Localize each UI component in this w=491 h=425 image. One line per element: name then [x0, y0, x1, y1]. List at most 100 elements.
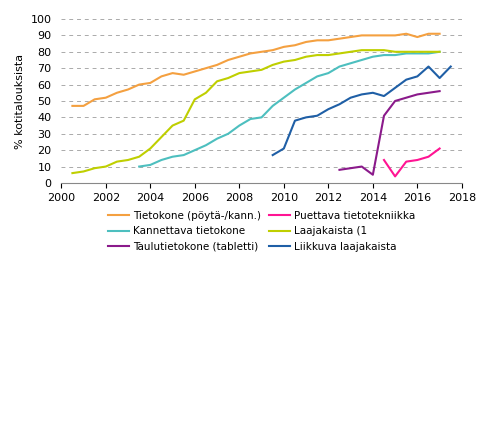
- Laajakaista (1: [92, 166, 98, 171]
- Line: Tietokone (pöytä-/kann.): Tietokone (pöytä-/kann.): [72, 34, 439, 106]
- Taulutietokone (tabletti): [403, 95, 409, 100]
- Tietokone (pöytä-/kann.): [225, 57, 231, 62]
- Kannettava tietokone: [314, 74, 320, 79]
- Laajakaista (1: [436, 49, 442, 54]
- Laajakaista (1: [214, 79, 220, 84]
- Laajakaista (1: [336, 51, 342, 56]
- Liikkuva laajakaista: [336, 102, 342, 107]
- Laajakaista (1: [303, 54, 309, 59]
- Tietokone (pöytä-/kann.): [281, 44, 287, 49]
- Laajakaista (1: [114, 159, 120, 164]
- Puettava tietotekniikka: [414, 157, 420, 162]
- Tietokone (pöytä-/kann.): [92, 97, 98, 102]
- Taulutietokone (tabletti): [381, 113, 387, 118]
- Kannettava tietokone: [270, 103, 275, 108]
- Puettava tietotekniikka: [436, 146, 442, 151]
- Liikkuva laajakaista: [281, 146, 287, 151]
- Liikkuva laajakaista: [392, 85, 398, 91]
- Laajakaista (1: [159, 134, 164, 139]
- Kannettava tietokone: [436, 49, 442, 54]
- Line: Laajakaista (1: Laajakaista (1: [72, 50, 439, 173]
- Kannettava tietokone: [147, 162, 153, 167]
- Tietokone (pöytä-/kann.): [125, 87, 131, 92]
- Laajakaista (1: [81, 169, 86, 174]
- Tietokone (pöytä-/kann.): [403, 31, 409, 36]
- Line: Liikkuva laajakaista: Liikkuva laajakaista: [273, 67, 451, 155]
- Tietokone (pöytä-/kann.): [414, 34, 420, 40]
- Laajakaista (1: [381, 48, 387, 53]
- Liikkuva laajakaista: [403, 77, 409, 82]
- Tietokone (pöytä-/kann.): [436, 31, 442, 36]
- Kannettava tietokone: [136, 164, 142, 169]
- Tietokone (pöytä-/kann.): [192, 69, 198, 74]
- Tietokone (pöytä-/kann.): [314, 38, 320, 43]
- Kannettava tietokone: [414, 51, 420, 56]
- Laajakaista (1: [236, 71, 242, 76]
- Kannettava tietokone: [225, 131, 231, 136]
- Taulutietokone (tabletti): [392, 99, 398, 104]
- Kannettava tietokone: [292, 87, 298, 92]
- Liikkuva laajakaista: [326, 107, 331, 112]
- Kannettava tietokone: [181, 153, 187, 158]
- Puettava tietotekniikka: [392, 174, 398, 179]
- Taulutietokone (tabletti): [336, 167, 342, 173]
- Laajakaista (1: [247, 69, 253, 74]
- Kannettava tietokone: [370, 54, 376, 59]
- Puettava tietotekniikka: [381, 157, 387, 162]
- Kannettava tietokone: [203, 143, 209, 148]
- Laajakaista (1: [281, 59, 287, 64]
- Tietokone (pöytä-/kann.): [214, 62, 220, 68]
- Kannettava tietokone: [159, 157, 164, 162]
- Taulutietokone (tabletti): [426, 90, 432, 95]
- Liikkuva laajakaista: [314, 113, 320, 118]
- Tietokone (pöytä-/kann.): [303, 40, 309, 45]
- Line: Taulutietokone (tabletti): Taulutietokone (tabletti): [339, 91, 439, 175]
- Kannettava tietokone: [247, 116, 253, 122]
- Laajakaista (1: [359, 48, 365, 53]
- Tietokone (pöytä-/kann.): [348, 34, 354, 40]
- Liikkuva laajakaista: [270, 153, 275, 158]
- Kannettava tietokone: [281, 95, 287, 100]
- Tietokone (pöytä-/kann.): [69, 103, 75, 108]
- Tietokone (pöytä-/kann.): [259, 49, 265, 54]
- Liikkuva laajakaista: [414, 74, 420, 79]
- Taulutietokone (tabletti): [370, 172, 376, 177]
- Tietokone (pöytä-/kann.): [81, 103, 86, 108]
- Kannettava tietokone: [326, 71, 331, 76]
- Liikkuva laajakaista: [436, 76, 442, 81]
- Laajakaista (1: [181, 118, 187, 123]
- Kannettava tietokone: [381, 53, 387, 58]
- Kannettava tietokone: [403, 51, 409, 56]
- Taulutietokone (tabletti): [359, 164, 365, 169]
- Tietokone (pöytä-/kann.): [203, 65, 209, 71]
- Laajakaista (1: [169, 123, 175, 128]
- Laajakaista (1: [103, 164, 109, 169]
- Tietokone (pöytä-/kann.): [181, 72, 187, 77]
- Kannettava tietokone: [392, 53, 398, 58]
- Tietokone (pöytä-/kann.): [359, 33, 365, 38]
- Tietokone (pöytä-/kann.): [392, 33, 398, 38]
- Tietokone (pöytä-/kann.): [114, 90, 120, 95]
- Taulutietokone (tabletti): [436, 88, 442, 94]
- Tietokone (pöytä-/kann.): [247, 51, 253, 56]
- Taulutietokone (tabletti): [348, 166, 354, 171]
- Tietokone (pöytä-/kann.): [103, 95, 109, 100]
- Kannettava tietokone: [259, 115, 265, 120]
- Laajakaista (1: [292, 57, 298, 62]
- Tietokone (pöytä-/kann.): [147, 80, 153, 85]
- Tietokone (pöytä-/kann.): [426, 31, 432, 36]
- Legend: Tietokone (pöytä-/kann.), Kannettava tietokone, Taulutietokone (tabletti), Puett: Tietokone (pöytä-/kann.), Kannettava tie…: [108, 211, 415, 252]
- Tietokone (pöytä-/kann.): [292, 42, 298, 48]
- Laajakaista (1: [259, 67, 265, 72]
- Liikkuva laajakaista: [426, 64, 432, 69]
- Liikkuva laajakaista: [448, 64, 454, 69]
- Tietokone (pöytä-/kann.): [136, 82, 142, 87]
- Tietokone (pöytä-/kann.): [169, 71, 175, 76]
- Laajakaista (1: [392, 49, 398, 54]
- Puettava tietotekniikka: [403, 159, 409, 164]
- Liikkuva laajakaista: [303, 115, 309, 120]
- Laajakaista (1: [414, 49, 420, 54]
- Kannettava tietokone: [336, 64, 342, 69]
- Y-axis label: % kotitalouksista: % kotitalouksista: [15, 54, 25, 148]
- Laajakaista (1: [370, 48, 376, 53]
